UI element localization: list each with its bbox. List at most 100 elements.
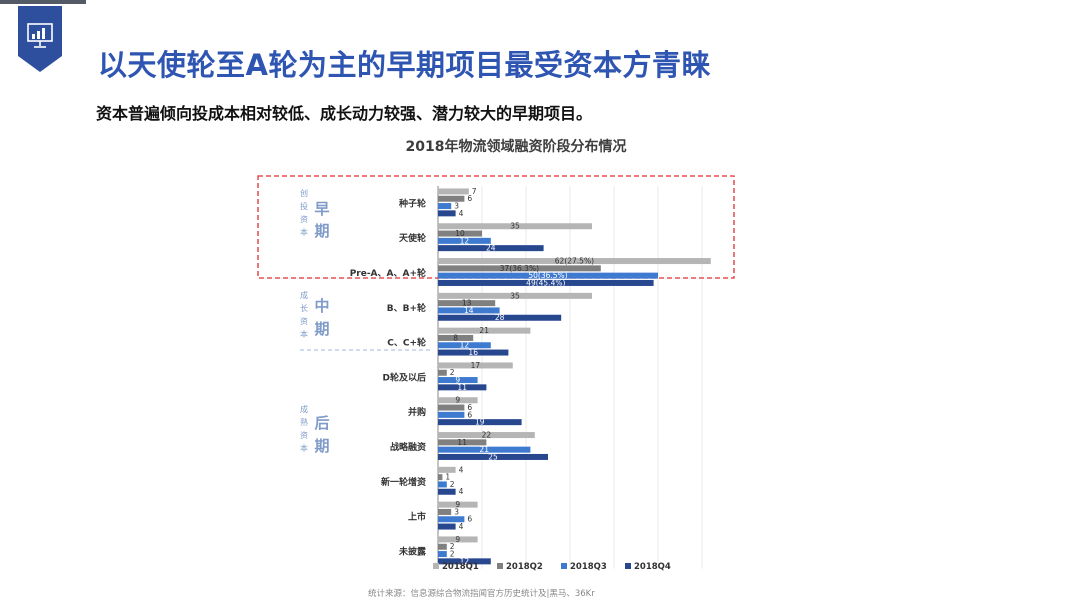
category-label: 新一轮增资 (381, 476, 426, 488)
stage-sublabel-char: 成 (300, 404, 308, 414)
bar-2018q1-2 (438, 258, 711, 265)
data-label: 19 (475, 418, 485, 427)
data-label: 35 (510, 291, 520, 300)
top-accent-bar (0, 0, 86, 4)
chart-board-icon (27, 23, 53, 48)
legend-label-2018q2: 2018Q2 (506, 562, 543, 572)
bar-2018q2-9 (438, 508, 452, 515)
bar-2018q2-5 (438, 369, 447, 376)
legend-swatch-2018q1 (433, 563, 439, 569)
bar-2018q3-1 (438, 237, 491, 244)
data-label: 4 (459, 209, 464, 218)
stage-sublabel-char: 资 (300, 316, 308, 326)
data-label: 2 (450, 368, 455, 377)
chart-legend: 2018Q1 2018Q2 2018Q3 2018Q4 (433, 562, 671, 572)
bar-2018q1-1 (438, 223, 592, 230)
bar-2018q1-8 (438, 466, 456, 473)
bar-2018q1-3 (438, 292, 592, 299)
bar-2018q1-4 (438, 327, 531, 334)
stage-label-char: 早 (314, 200, 329, 218)
bar-2018q4-8 (438, 488, 456, 495)
category-label: 天使轮 (399, 232, 426, 244)
bar-2018q2-7 (438, 439, 487, 446)
data-label: 2 (450, 480, 455, 489)
stage-sublabel-char: 资 (300, 214, 308, 224)
bar-2018q3-4 (438, 342, 491, 349)
bar-2018q4-2 (438, 279, 654, 286)
stage-label-char: 期 (314, 320, 329, 338)
data-label: 10 (455, 229, 465, 238)
data-label: 50(36.5%) (528, 271, 567, 280)
data-label: 62(27.5%) (555, 256, 594, 265)
slide-title: 以天使轮至A轮为主的早期项目最受资本方青睐 (98, 48, 711, 82)
data-label: 3 (454, 201, 459, 210)
chart-source: 统计来源：信息源综合物流指闻官方历史统计及|黑马、36Kr (368, 588, 595, 599)
data-label: 12 (460, 236, 470, 245)
data-label: 13 (462, 299, 472, 308)
category-label: 战略融资 (390, 441, 426, 453)
bar-2018q4-0 (438, 210, 456, 217)
bar-2018q1-0 (438, 188, 469, 195)
bar-2018q4-9 (438, 523, 456, 530)
data-label: 4 (459, 487, 464, 496)
stage-label-char: 期 (314, 437, 329, 455)
data-label: 8 (453, 333, 458, 342)
data-label: 21 (479, 445, 489, 454)
data-label: 14 (464, 306, 474, 315)
bar-2018q1-10 (438, 536, 478, 543)
data-label: 6 (467, 410, 472, 419)
category-label: 未披露 (398, 545, 427, 557)
legend-swatch-2018q2 (497, 563, 503, 569)
category-label: D轮及以后 (383, 371, 426, 383)
data-label: 35 (510, 222, 520, 231)
legend-swatch-2018q3 (561, 563, 567, 569)
bar-2018q4-4 (438, 349, 509, 356)
bar-2018q3-6 (438, 411, 465, 418)
bar-2018q4-1 (438, 245, 544, 252)
data-label: 17 (471, 361, 481, 370)
bar-2018q3-5 (438, 377, 478, 384)
bar-2018q2-2 (438, 265, 601, 272)
data-label: 6 (467, 194, 472, 203)
bar-2018q4-6 (438, 419, 522, 426)
stage-sublabel-char: 本 (300, 443, 308, 453)
bar-2018q4-10 (438, 558, 491, 565)
legend-swatch-2018q4 (625, 563, 631, 569)
stage-label-char: 后 (314, 414, 329, 432)
category-label: 上市 (408, 511, 426, 523)
legend-label-2018q1: 2018Q1 (442, 562, 479, 572)
bar-2018q3-0 (438, 203, 452, 210)
data-label: 4 (459, 522, 464, 531)
stage-sublabel-char: 资 (300, 430, 308, 440)
category-label: B、B+轮 (387, 302, 426, 314)
data-label: 6 (467, 515, 472, 524)
data-label: 49(45.4%) (526, 278, 565, 287)
bar-2018q3-3 (438, 307, 500, 314)
data-label: 11 (457, 438, 467, 447)
stage-sublabel-char: 创 (300, 188, 308, 198)
data-label: 2 (450, 542, 455, 551)
bar-2018q3-9 (438, 516, 465, 523)
stage-sublabel-char: 本 (300, 329, 308, 339)
data-label: 21 (479, 326, 489, 335)
bar-2018q1-7 (438, 432, 535, 439)
section-badge (18, 6, 62, 72)
data-label: 9 (455, 500, 460, 509)
bar-2018q2-8 (438, 474, 443, 481)
bar-2018q3-2 (438, 272, 658, 279)
data-label: 9 (455, 535, 460, 544)
data-label: 7 (472, 187, 477, 196)
data-label: 1 (445, 473, 450, 482)
data-label: 6 (467, 403, 472, 412)
data-label: 4 (459, 465, 464, 474)
data-label: 16 (468, 348, 478, 357)
data-label: 11 (457, 383, 467, 392)
chart-bars: 76343510122462(27.5%)37(36.3%)50(36.5%)4… (438, 187, 711, 566)
stage-label-char: 中 (314, 297, 329, 315)
bar-2018q4-5 (438, 384, 487, 391)
data-label: 25 (488, 452, 498, 461)
bar-2018q4-7 (438, 453, 548, 460)
